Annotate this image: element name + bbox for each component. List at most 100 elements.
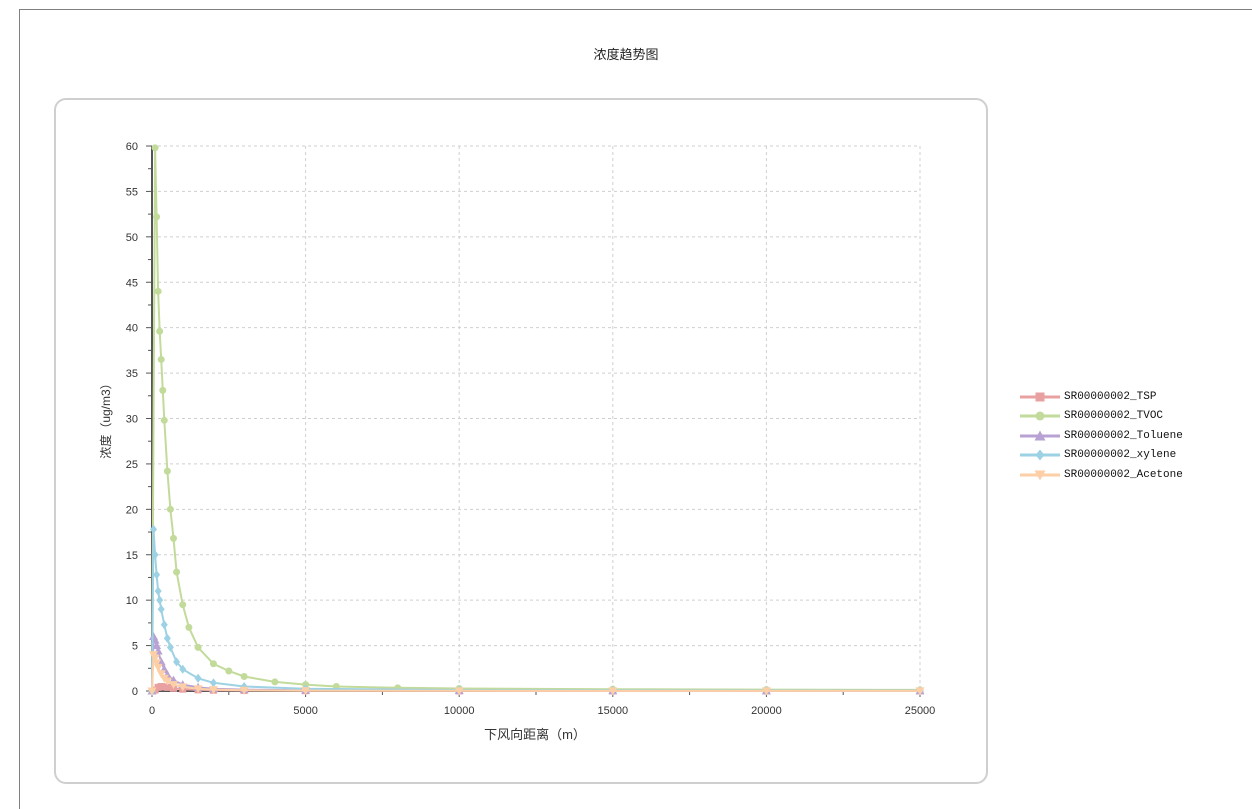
data-point [163, 467, 171, 475]
data-point [170, 534, 178, 542]
data-point [194, 673, 202, 683]
legend-label: SR00000002_Toluene [1064, 429, 1183, 442]
legend-label: SR00000002_Acetone [1064, 468, 1183, 481]
x-tick-label: 15000 [598, 705, 629, 717]
legend-item: SR00000002_xylene [1018, 446, 1183, 466]
data-point [454, 687, 464, 696]
data-point [153, 663, 163, 672]
y-tick-label: 20 [126, 504, 138, 516]
series-line [151, 654, 920, 692]
data-point [239, 686, 249, 695]
data-point [157, 604, 165, 614]
legend-swatch [1020, 392, 1060, 402]
data-point [156, 595, 164, 605]
data-point [156, 670, 166, 679]
y-tick-label: 0 [132, 686, 138, 698]
data-point [178, 683, 188, 692]
data-point [154, 287, 162, 295]
data-point [151, 550, 159, 560]
series-line [151, 636, 920, 692]
legend-item: SR00000002_TVOC [1018, 407, 1183, 427]
y-tick-label: 25 [126, 459, 138, 471]
data-point [208, 686, 218, 695]
data-point [193, 685, 203, 694]
legend-swatch [1020, 411, 1060, 421]
chart-title: 浓度趋势图 [593, 48, 659, 63]
legend-item: SR00000002_TSP [1018, 387, 1183, 407]
data-point [157, 355, 165, 363]
data-point [160, 620, 168, 630]
series-layer [147, 144, 925, 696]
y-tick-label: 50 [126, 232, 138, 244]
legend: SR00000002_TSP SR00000002_TVOC SR00000002_… [1018, 387, 1183, 485]
legend-marker [1035, 411, 1045, 421]
axis-layer: 0 5 10 15 20 25 30 35 40 45 50 55 60 0 5000 10000 15000 2… [126, 141, 936, 717]
y-axis-label: 浓度（ug/m3） [98, 377, 113, 458]
series-3 [148, 524, 924, 696]
series-4 [147, 651, 925, 696]
data-point [156, 657, 166, 666]
data-point [162, 677, 172, 686]
data-point [179, 601, 187, 609]
legend-item: SR00000002_Toluene [1018, 426, 1183, 446]
data-point [153, 213, 161, 221]
y-tick-label: 10 [126, 595, 138, 607]
data-point [150, 524, 158, 534]
legend-swatch [1020, 430, 1060, 441]
data-point [163, 683, 171, 691]
plot-panel [54, 98, 988, 784]
data-point [209, 660, 217, 668]
data-point [154, 586, 162, 596]
series-1 [148, 144, 924, 695]
data-point [152, 659, 162, 668]
y-tick-label: 60 [126, 141, 138, 153]
data-point [301, 687, 311, 696]
legend-item: SR00000002_Acetone [1018, 465, 1183, 485]
legend-marker [1034, 470, 1046, 481]
data-point [225, 667, 233, 675]
y-tick-label: 15 [126, 550, 138, 562]
y-tick-label: 45 [126, 277, 138, 289]
x-axis-label: 下风向距离（m） [484, 727, 586, 742]
legend-label: SR00000002_TSP [1064, 390, 1157, 403]
data-point [166, 505, 174, 513]
data-point [271, 678, 279, 686]
data-point [169, 681, 179, 690]
data-point [159, 386, 167, 394]
x-tick-label: 5000 [293, 705, 317, 717]
data-point [147, 687, 157, 696]
legend-swatch [1020, 470, 1060, 481]
y-tick-label: 55 [126, 186, 138, 198]
window-frame [19, 9, 1252, 809]
grid-layer [152, 145, 921, 691]
data-point [153, 570, 161, 580]
series-line [151, 147, 921, 692]
x-tick-label: 10000 [444, 705, 475, 717]
x-tick-label: 25000 [905, 705, 936, 717]
data-point [166, 642, 174, 652]
legend-marker [1034, 430, 1046, 441]
data-point [179, 664, 187, 674]
data-point [160, 416, 168, 424]
legend-marker [1035, 449, 1045, 461]
y-tick-label: 5 [132, 641, 138, 653]
data-point [150, 654, 160, 663]
data-point [151, 144, 159, 152]
data-point [608, 687, 618, 696]
data-point [173, 657, 181, 667]
series-2 [147, 632, 925, 695]
data-point [194, 643, 202, 651]
data-point [240, 672, 248, 680]
data-point [761, 687, 771, 696]
data-point [163, 633, 171, 643]
x-tick-label: 20000 [751, 705, 782, 717]
legend-swatch [1020, 449, 1060, 461]
x-tick-label: 0 [149, 705, 155, 717]
data-point [209, 678, 217, 688]
data-point [156, 327, 164, 335]
legend-marker [1035, 392, 1045, 402]
data-point [185, 623, 193, 631]
data-point [152, 641, 162, 650]
series-line [151, 529, 921, 692]
